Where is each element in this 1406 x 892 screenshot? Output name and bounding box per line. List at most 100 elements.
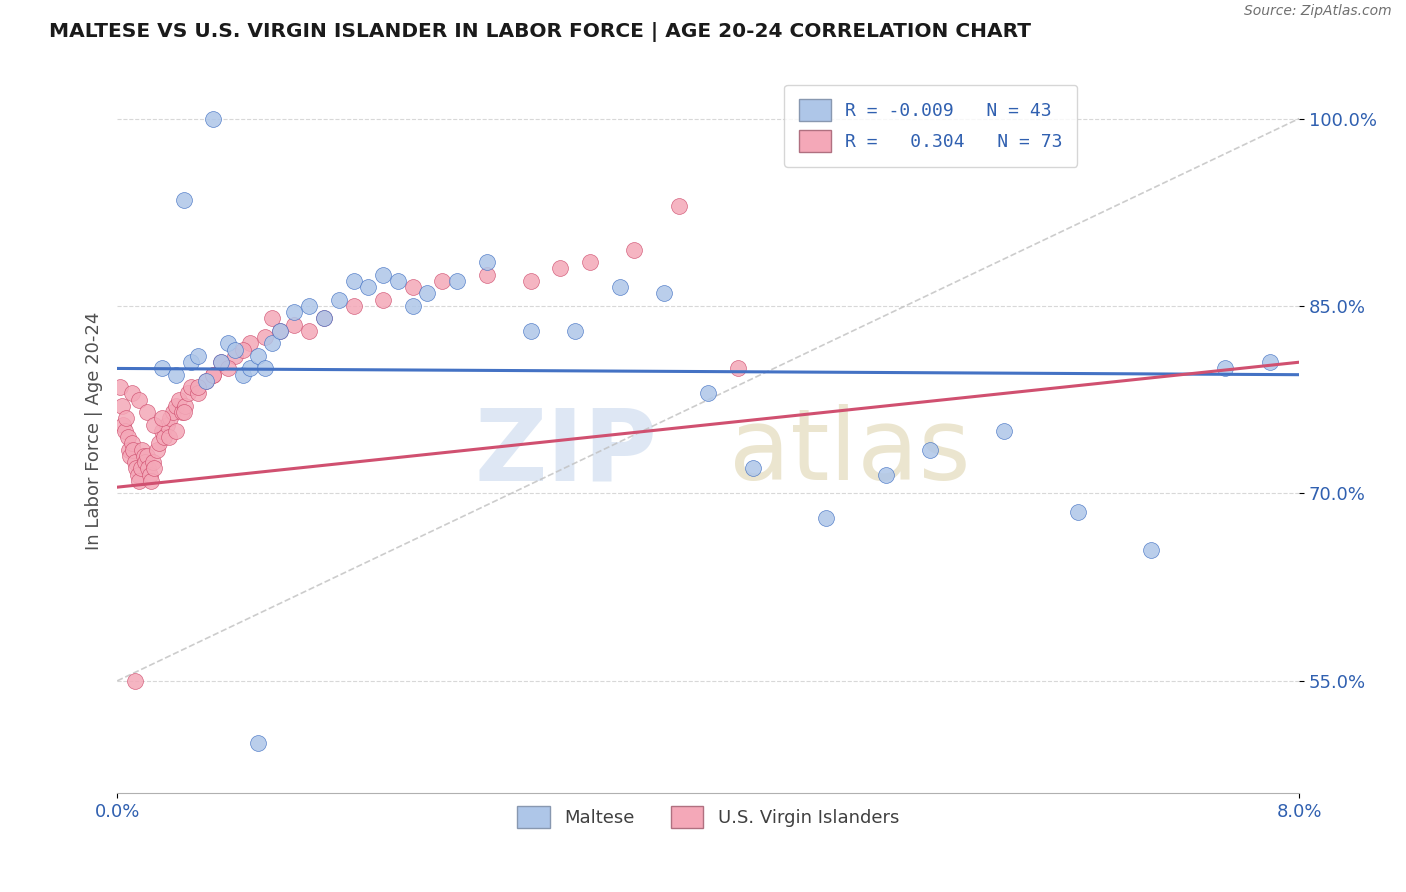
Point [177, 386, 200, 401]
Point [623, 243, 645, 257]
Point [253, 330, 276, 344]
Point [124, 673, 146, 688]
Point [174, 399, 197, 413]
Point [416, 286, 439, 301]
Point [475, 255, 498, 269]
Point [209, 355, 232, 369]
Point [342, 274, 364, 288]
Point [1066, 505, 1088, 519]
Point [520, 324, 543, 338]
Point [246, 736, 269, 750]
Point [815, 511, 838, 525]
Point [202, 112, 225, 126]
Point [135, 449, 157, 463]
Point [224, 349, 246, 363]
Point [209, 355, 232, 369]
Point [432, 274, 454, 288]
Point [180, 355, 202, 369]
Point [269, 324, 291, 338]
Point [162, 405, 184, 419]
Point [262, 311, 284, 326]
Point [668, 199, 690, 213]
Point [239, 336, 262, 351]
Point [150, 424, 173, 438]
Text: MALTESE VS U.S. VIRGIN ISLANDER IN LABOR FORCE | AGE 20-24 CORRELATION CHART: MALTESE VS U.S. VIRGIN ISLANDER IN LABOR… [49, 22, 1031, 42]
Point [564, 324, 586, 338]
Point [121, 436, 143, 450]
Point [194, 374, 217, 388]
Point [609, 280, 631, 294]
Point [180, 380, 202, 394]
Point [143, 461, 166, 475]
Point [550, 261, 572, 276]
Point [112, 417, 135, 432]
Point [875, 467, 897, 482]
Point [402, 280, 425, 294]
Point [165, 368, 187, 382]
Point [328, 293, 350, 307]
Point [156, 417, 179, 432]
Point [129, 461, 152, 475]
Point [741, 461, 763, 475]
Point [167, 392, 190, 407]
Point [1140, 542, 1163, 557]
Point [138, 467, 160, 482]
Text: Source: ZipAtlas.com: Source: ZipAtlas.com [1244, 4, 1392, 19]
Point [173, 405, 195, 419]
Point [312, 311, 335, 326]
Point [269, 324, 291, 338]
Point [194, 374, 217, 388]
Point [697, 386, 720, 401]
Point [298, 324, 321, 338]
Point [108, 380, 131, 394]
Point [342, 299, 364, 313]
Point [150, 361, 173, 376]
Point [111, 399, 134, 413]
Point [1258, 355, 1281, 369]
Point [143, 417, 166, 432]
Point [134, 455, 156, 469]
Point [135, 405, 157, 419]
Point [993, 424, 1015, 438]
Point [232, 368, 254, 382]
Point [173, 193, 195, 207]
Text: ZIP: ZIP [475, 404, 658, 501]
Point [217, 361, 239, 376]
Point [246, 349, 269, 363]
Point [124, 455, 146, 469]
Point [153, 430, 176, 444]
Point [202, 368, 225, 382]
Point [239, 361, 262, 376]
Point [202, 368, 225, 382]
Point [128, 392, 150, 407]
Point [520, 274, 543, 288]
Point [187, 349, 209, 363]
Point [115, 411, 138, 425]
Point [262, 336, 284, 351]
Point [283, 305, 305, 319]
Point [253, 361, 276, 376]
Point [128, 474, 150, 488]
Point [357, 280, 380, 294]
Point [1215, 361, 1237, 376]
Point [579, 255, 602, 269]
Point [187, 380, 209, 394]
Point [114, 424, 136, 438]
Point [446, 274, 468, 288]
Point [125, 461, 148, 475]
Point [918, 442, 941, 457]
Point [118, 442, 141, 457]
Point [165, 399, 187, 413]
Point [132, 449, 155, 463]
Point [727, 361, 749, 376]
Point [122, 442, 145, 457]
Point [159, 411, 181, 425]
Point [217, 336, 239, 351]
Point [131, 442, 153, 457]
Point [148, 436, 170, 450]
Point [172, 405, 194, 419]
Point [232, 343, 254, 357]
Point [652, 286, 675, 301]
Text: atlas: atlas [730, 404, 972, 501]
Point [402, 299, 425, 313]
